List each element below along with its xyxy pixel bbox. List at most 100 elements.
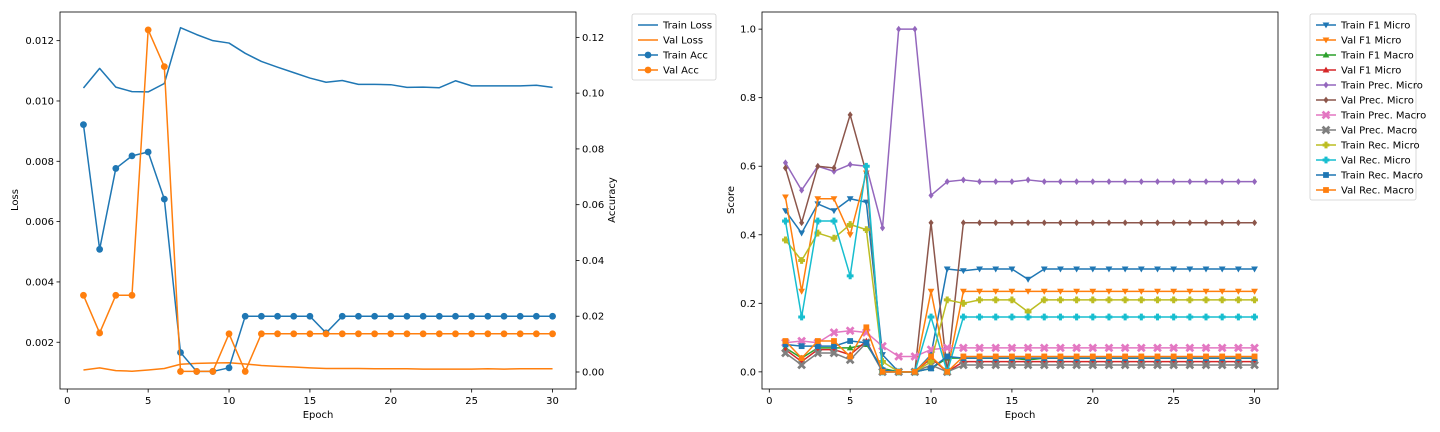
data-point-val-rec-micro xyxy=(1057,313,1064,321)
data-point-train-f1-micro xyxy=(1234,266,1242,273)
score-chart: 0 5 10 15 20 25 30 0.0 0.2 0.4 0.6 0.8 1.0 Epoch Sco… xyxy=(726,11,1426,421)
data-point-val-prec-micro xyxy=(1009,219,1015,227)
data-point-val-acc xyxy=(419,330,427,338)
data-point-val-prec-micro xyxy=(847,111,853,119)
data-point-train-rec-micro xyxy=(943,296,951,304)
legend-item-train-f1-macro: Train F1 Macro xyxy=(1316,51,1414,62)
data-point-val-acc xyxy=(532,330,540,338)
accuracy-y-tick-label: 0.02 xyxy=(582,312,604,323)
data-point-val-rec-micro xyxy=(1186,313,1194,321)
data-point-train-acc xyxy=(128,152,136,160)
data-point-train-f1-micro xyxy=(1202,266,1210,273)
data-point-val-acc xyxy=(435,330,443,338)
data-point-train-f1-micro xyxy=(830,208,838,215)
data-point-train-acc xyxy=(371,312,379,320)
data-point-val-rec-micro xyxy=(1218,313,1226,321)
data-point-train-prec-micro xyxy=(977,178,983,186)
data-point-train-f1-micro xyxy=(1154,266,1161,273)
data-point-val-rec-micro xyxy=(976,313,983,321)
data-point-val-rec-macro xyxy=(960,353,967,360)
data-point-val-rec-micro xyxy=(1170,313,1178,321)
legend-label: Val Rec. Macro xyxy=(1341,186,1414,197)
score-x-tick-label: 5 xyxy=(847,396,853,407)
data-point-val-prec-micro xyxy=(1154,219,1161,227)
data-point-train-prec-micro xyxy=(1138,178,1144,186)
loss-x-axis-label: Epoch xyxy=(303,410,334,421)
legend-item-val-f1-micro: Val F1 Micro xyxy=(1316,66,1401,77)
data-point-val-acc xyxy=(80,291,87,299)
data-point-val-f1-micro xyxy=(1073,288,1081,295)
data-point-val-rec-micro xyxy=(830,217,838,225)
data-point-train-acc xyxy=(387,312,395,320)
data-point-val-prec-macro xyxy=(1088,360,1098,370)
series-train-f1-micro xyxy=(782,196,1258,376)
legend-label: Val F1 Micro xyxy=(1341,66,1401,77)
data-point-train-f1-micro xyxy=(1024,276,1032,283)
data-point-val-f1-micro xyxy=(1057,288,1064,295)
data-point-val-prec-micro xyxy=(1041,219,1047,227)
data-point-val-prec-macro xyxy=(1233,360,1243,370)
data-point-train-prec-micro xyxy=(1187,178,1193,186)
legend-item-train-f1-micro: Train F1 Micro xyxy=(1316,21,1410,32)
score-x-tick-label: 15 xyxy=(1006,396,1019,407)
data-point-train-rec-micro xyxy=(1057,296,1064,304)
data-point-train-rec-micro xyxy=(976,296,983,304)
legend-item-train-loss: Train Loss xyxy=(638,21,712,32)
data-point-val-rec-macro xyxy=(1154,353,1161,360)
data-point-train-acc xyxy=(290,312,298,320)
loss-y-tick-label: 0.010 xyxy=(25,96,54,107)
data-point-val-f1-micro xyxy=(1218,288,1226,295)
legend-item-val-rec-macro: Val Rec. Macro xyxy=(1316,186,1414,197)
legend-label: Train Rec. Micro xyxy=(1340,141,1420,152)
data-point-val-f1-micro xyxy=(1202,288,1210,295)
data-point-train-rec-micro xyxy=(992,296,1000,304)
score-y-axis-label: Score xyxy=(726,186,737,214)
series-val-loss xyxy=(83,362,553,372)
data-point-train-prec-macro xyxy=(1136,343,1146,353)
data-point-val-f1-micro xyxy=(1040,288,1048,295)
data-point-val-acc xyxy=(500,330,508,338)
data-point-val-rec-micro xyxy=(1008,313,1016,321)
data-point-val-f1-micro xyxy=(1121,288,1129,295)
loss-axis-ticks: 0 5 10 15 20 25 30 0.002 0.004 0.006 0.008 0.010 0.0… xyxy=(25,33,604,407)
legend-label: Val Acc xyxy=(663,66,699,77)
legend-label: Val Rec. Micro xyxy=(1341,156,1411,167)
data-point-val-rec-macro xyxy=(879,368,886,375)
legend-item-train-rec-micro: Train Rec. Micro xyxy=(1316,141,1420,152)
data-point-val-f1-micro xyxy=(976,288,983,295)
data-point-train-rec-micro xyxy=(846,221,854,228)
data-point-val-rec-micro xyxy=(1073,313,1081,321)
data-point-val-prec-macro xyxy=(1023,360,1033,370)
data-point-val-prec-macro xyxy=(781,348,790,358)
data-point-val-rec-macro xyxy=(1170,353,1177,360)
data-point-val-rec-micro xyxy=(1089,313,1097,321)
legend-swatch-marker xyxy=(644,51,652,59)
data-point-train-acc xyxy=(225,364,233,372)
loss-y-tick-label: 0.006 xyxy=(25,217,54,228)
data-point-val-prec-micro xyxy=(1074,219,1080,227)
accuracy-y-tick-label: 0.00 xyxy=(582,367,604,378)
loss-accuracy-chart: 0 5 10 15 20 25 30 0.002 0.004 0.006 0.008 0.010 0.0… xyxy=(10,11,717,421)
data-point-train-prec-macro xyxy=(1120,343,1130,353)
data-point-train-prec-macro xyxy=(1153,343,1162,353)
data-point-val-acc xyxy=(144,26,152,34)
data-point-val-rec-macro xyxy=(831,338,837,344)
score-x-tick-label: 10 xyxy=(925,396,938,407)
data-point-train-acc xyxy=(96,245,104,253)
score-y-tick-label: 0.6 xyxy=(740,162,756,173)
data-point-train-prec-micro xyxy=(1219,178,1225,186)
series-train-prec-micro xyxy=(782,25,1258,232)
legend-item-val-prec-micro: Val Prec. Micro xyxy=(1316,96,1414,107)
data-point-val-f1-micro xyxy=(782,194,789,201)
data-point-train-rec-macro xyxy=(847,338,854,344)
data-point-train-prec-micro xyxy=(896,25,902,33)
data-point-train-prec-macro xyxy=(1169,343,1179,353)
legend-item-train-rec-macro: Train Rec. Macro xyxy=(1316,171,1423,182)
legend-label: Train Prec. Micro xyxy=(1340,81,1423,92)
data-point-val-rec-macro xyxy=(992,353,999,360)
data-point-val-rec-micro xyxy=(959,313,967,321)
data-point-train-rec-micro xyxy=(1137,296,1145,304)
data-point-train-prec-micro xyxy=(1203,178,1209,186)
data-point-train-prec-macro xyxy=(1104,343,1114,353)
data-point-val-acc xyxy=(338,330,346,338)
